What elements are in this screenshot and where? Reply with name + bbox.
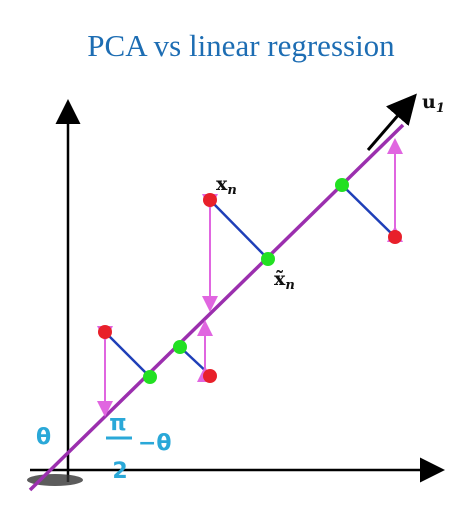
u1-arrow <box>366 93 417 151</box>
residuals <box>97 138 403 417</box>
angle-numerator: π <box>109 411 126 436</box>
title: PCA vs linear regression <box>87 28 395 63</box>
points <box>98 178 402 384</box>
angle-rest: −θ <box>138 431 172 456</box>
angle-denominator: 2 <box>112 459 127 484</box>
theta-label: θ <box>36 425 51 450</box>
xn-label: xn <box>216 173 237 198</box>
projections <box>104 184 396 378</box>
u1-label: u1 <box>422 91 445 116</box>
xtilde-label: x̃n <box>274 268 295 293</box>
